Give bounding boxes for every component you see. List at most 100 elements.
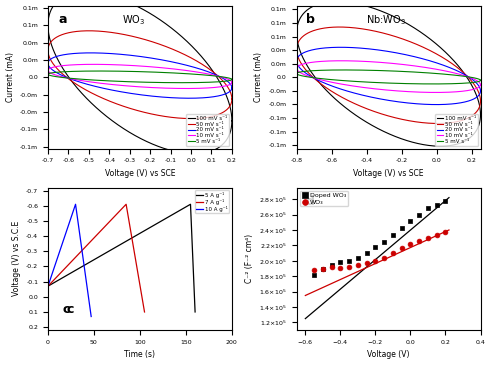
100 mV s⁻¹ [478,112,484,117]
Doped WO₃ [424,205,432,211]
20 mV s⁻¹ [434,103,439,107]
Text: d: d [306,195,315,208]
50 mV s⁻¹ [295,42,300,46]
5 mV s⁻¹ [426,82,432,86]
X-axis label: Voltage (V) vs SCE: Voltage (V) vs SCE [105,169,175,178]
Y-axis label: Voltage (V) vs S.C.E: Voltage (V) vs S.C.E [12,221,21,296]
7 A g⁻¹ [115,210,121,214]
Line: 50 mV s⁻¹: 50 mV s⁻¹ [297,27,481,123]
10 mV s⁻¹ [177,86,183,91]
20 mV s⁻¹ [62,74,68,79]
Line: 5 mV s⁻¹: 5 mV s⁻¹ [297,70,481,84]
50 mV s⁻¹ [478,99,484,103]
50 mV s⁻¹ [297,59,303,64]
5 mV s⁻¹ [95,69,101,73]
20 mV s⁻¹ [186,96,192,100]
Line: 10 A g⁻¹: 10 A g⁻¹ [48,204,91,316]
10 mV s⁻¹ [297,70,303,74]
10 mV s⁻¹ [295,64,300,69]
Legend: 100 mV s⁻¹, 50 mV s⁻¹, 20 mV s⁻¹, 10 mV s⁻¹, 5 mV s⁻¹: 100 mV s⁻¹, 50 mV s⁻¹, 20 mV s⁻¹, 10 mV … [186,114,229,146]
100 mV s⁻¹ [294,25,300,29]
5 mV s⁻¹ [178,81,184,85]
5 A g⁻¹ [188,202,193,207]
10 A g⁻¹ [73,202,79,207]
100 mV s⁻¹ [297,49,303,53]
5 mV s⁻¹ [294,71,300,75]
20 mV s⁻¹ [478,89,484,93]
20 mV s⁻¹ [46,59,52,64]
20 mV s⁻¹ [477,92,483,96]
5 A g⁻¹ [192,310,198,314]
Line: 7 A g⁻¹: 7 A g⁻¹ [48,204,144,312]
7 A g⁻¹ [134,262,139,266]
Line: 5 mV s⁻¹: 5 mV s⁻¹ [48,71,232,83]
5 mV s⁻¹ [478,78,484,82]
10 mV s⁻¹ [46,67,52,72]
7 A g⁻¹ [107,219,113,223]
WO₃ [407,241,414,247]
7 A g⁻¹ [123,202,129,207]
50 mV s⁻¹ [229,97,235,101]
50 mV s⁻¹ [477,104,483,108]
Line: 10 mV s⁻¹: 10 mV s⁻¹ [48,64,232,88]
10 A g⁻¹ [45,284,51,288]
WO₃ [319,266,327,272]
50 mV s⁻¹ [46,45,52,49]
5 mV s⁻¹ [62,76,68,80]
50 mV s⁻¹ [188,116,194,121]
20 mV s⁻¹ [478,89,484,93]
100 mV s⁻¹ [310,73,316,77]
50 mV s⁻¹ [336,25,342,29]
WO₃ [380,255,388,261]
10 mV s⁻¹ [183,86,189,91]
X-axis label: Time (s): Time (s) [124,350,156,360]
100 mV s⁻¹ [478,112,484,117]
100 mV s⁻¹ [228,126,234,131]
10 A g⁻¹ [67,219,73,223]
20 mV s⁻¹ [229,85,235,90]
5 mV s⁻¹ [229,77,235,82]
Legend: 100 mV s⁻¹, 50 mV s⁻¹, 20 mV s⁻¹, 10 mV s⁻¹, 5 mV s⁻¹: 100 mV s⁻¹, 50 mV s⁻¹, 20 mV s⁻¹, 10 mV … [435,114,478,146]
Line: 20 mV s⁻¹: 20 mV s⁻¹ [48,53,232,98]
Y-axis label: Current (mA): Current (mA) [254,52,263,102]
20 mV s⁻¹ [426,102,432,107]
20 mV s⁻¹ [87,51,93,55]
5 A g⁻¹ [187,203,192,207]
Doped WO₃ [354,255,362,261]
100 mV s⁻¹ [48,42,54,46]
Line: 10 mV s⁻¹: 10 mV s⁻¹ [297,61,481,92]
10 A g⁻¹ [87,308,93,312]
Doped WO₃ [441,199,449,204]
WO₃ [433,232,440,238]
Doped WO₃ [389,232,397,238]
Doped WO₃ [380,239,388,245]
10 mV s⁻¹ [433,90,438,95]
20 mV s⁻¹ [177,96,183,100]
Legend: 5 A g⁻¹, 7 A g⁻¹, 10 A g⁻¹: 5 A g⁻¹, 7 A g⁻¹, 10 A g⁻¹ [194,191,229,214]
X-axis label: Voltage (V): Voltage (V) [367,350,410,360]
10 A g⁻¹ [88,314,94,319]
Doped WO₃ [363,250,371,256]
Doped WO₃ [319,266,327,272]
100 mV s⁻¹ [46,16,52,21]
100 mV s⁻¹ [334,0,340,4]
Line: 50 mV s⁻¹: 50 mV s⁻¹ [48,31,232,119]
10 mV s⁻¹ [426,90,432,95]
WO₃ [310,267,318,273]
Doped WO₃ [372,244,380,250]
50 mV s⁻¹ [62,73,68,78]
10 A g⁻¹ [72,203,78,207]
Text: a: a [59,13,67,26]
50 mV s⁻¹ [177,116,183,120]
Doped WO₃ [345,258,353,264]
WO₃ [424,235,432,241]
100 mV s⁻¹ [229,119,235,123]
Y-axis label: C⁻² (F⁻² cm⁴): C⁻² (F⁻² cm⁴) [245,234,254,284]
20 mV s⁻¹ [228,88,234,92]
5 mV s⁻¹ [297,73,303,77]
Text: c: c [63,303,70,316]
WO₃ [441,229,449,235]
10 A g⁻¹ [67,218,73,223]
20 mV s⁻¹ [294,56,300,61]
10 mV s⁻¹ [62,75,68,80]
